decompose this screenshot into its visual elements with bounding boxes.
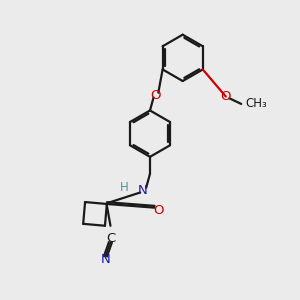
Text: O: O <box>220 90 231 103</box>
Text: CH₃: CH₃ <box>246 97 268 110</box>
Text: C: C <box>106 232 115 245</box>
Text: N: N <box>138 184 147 196</box>
Text: O: O <box>151 88 161 101</box>
Text: N: N <box>100 254 110 266</box>
Text: O: O <box>153 203 164 217</box>
Text: H: H <box>120 181 129 194</box>
